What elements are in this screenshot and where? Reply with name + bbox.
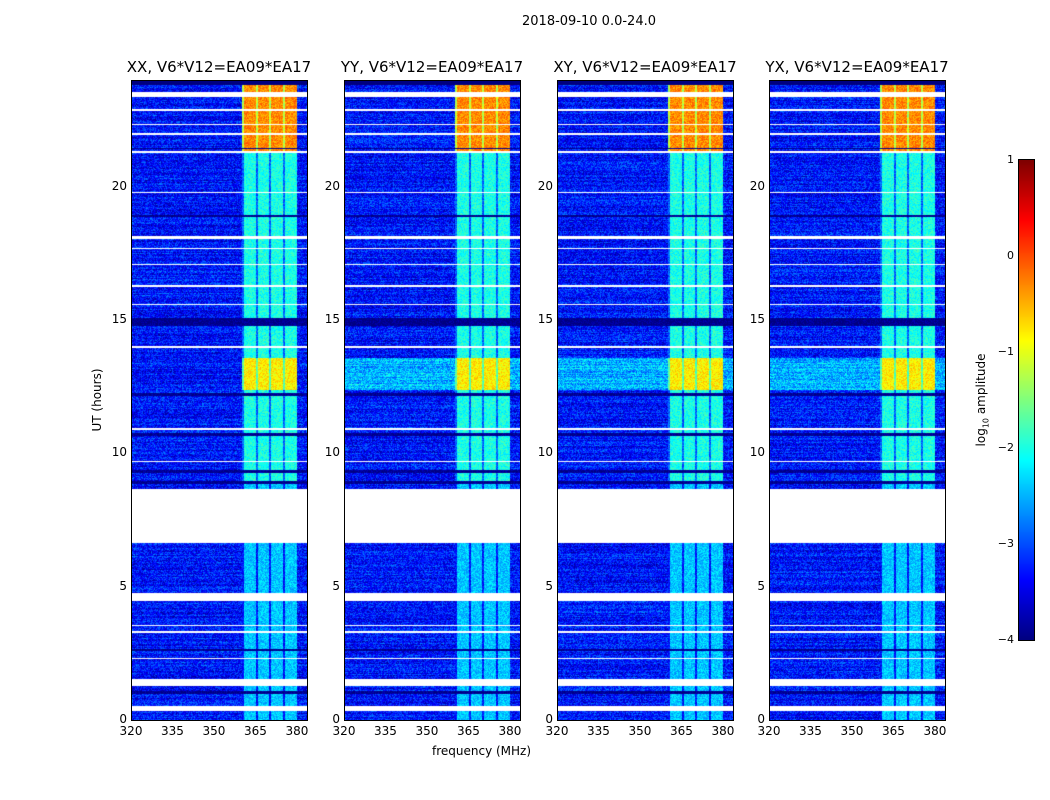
colorbar-tick-label: −3	[997, 537, 1014, 550]
x-tick-label: 365	[882, 724, 905, 738]
x-tick-label: 380	[498, 724, 522, 738]
x-tick-label: 320	[119, 724, 143, 738]
heatmap-image	[558, 81, 733, 720]
x-tick-label: 335	[374, 724, 397, 738]
colorbar-tick-label: 1	[1007, 153, 1014, 166]
y-tick-label: 15	[111, 312, 127, 326]
y-tick-label: 20	[537, 178, 553, 193]
y-tick-label: 15	[749, 312, 765, 326]
x-tick-label: 365	[457, 724, 480, 738]
x-tick-label: 350	[840, 724, 864, 738]
x-tick-label: 350	[415, 724, 439, 738]
y-tick-label: 0	[119, 712, 127, 726]
y-tick-label: 0	[757, 712, 765, 726]
y-tick-label: 10	[324, 445, 340, 460]
colorbar-tick-label: −2	[997, 441, 1014, 454]
colorbar-label: log10 amplitude	[974, 353, 991, 447]
x-tick-label: 380	[923, 724, 947, 738]
x-tick-label: 335	[799, 724, 822, 738]
x-tick-label: 350	[202, 724, 226, 738]
y-tick-label: 5	[757, 578, 765, 593]
x-axis-label: frequency (MHz)	[432, 744, 532, 758]
colorbar-tick-label: −4	[997, 633, 1014, 646]
colorbar-tick-label: 0	[1007, 249, 1014, 262]
x-tick-label: 380	[711, 724, 735, 738]
heatmap-image	[345, 81, 520, 720]
y-tick-label: 5	[545, 578, 553, 593]
y-tick-label: 5	[332, 578, 340, 593]
panel-title: YX, V6*V12=EA09*EA17	[765, 58, 949, 76]
figure-title: 2018-09-10 0.0-24.0	[522, 14, 656, 29]
x-tick-label: 335	[161, 724, 184, 738]
x-tick-label: 380	[285, 724, 309, 738]
panel-title: YY, V6*V12=EA09*EA17	[340, 58, 524, 76]
panel-title: XX, V6*V12=EA09*EA17	[126, 58, 312, 76]
x-tick-label: 320	[332, 724, 356, 738]
heatmap-image	[132, 81, 307, 720]
colorbar-gradient	[1019, 160, 1034, 640]
heatmap-panel-2	[344, 80, 521, 721]
x-tick-label: 335	[587, 724, 610, 738]
heatmap-panel-3	[557, 80, 734, 721]
y-tick-label: 0	[545, 712, 553, 726]
panel-title: XY, V6*V12=EA09*EA17	[553, 58, 737, 76]
x-tick-label: 365	[670, 724, 693, 738]
x-tick-label: 320	[545, 724, 569, 738]
y-tick-label: 10	[111, 445, 127, 460]
heatmap-panel-4	[769, 80, 946, 721]
y-tick-label: 20	[111, 178, 127, 193]
y-tick-label: 15	[324, 312, 340, 326]
colorbar-tick-label: −1	[997, 345, 1014, 358]
y-axis-label: UT (hours)	[90, 368, 104, 432]
heatmap-image	[770, 81, 945, 720]
y-tick-label: 20	[324, 178, 340, 193]
y-tick-label: 0	[332, 712, 340, 726]
y-tick-label: 15	[537, 312, 553, 326]
y-tick-label: 5	[119, 578, 127, 593]
colorbar	[1018, 159, 1035, 641]
heatmap-panel-1	[131, 80, 308, 721]
x-tick-label: 320	[757, 724, 781, 738]
y-tick-label: 10	[749, 445, 765, 460]
y-tick-label: 10	[537, 445, 553, 460]
x-tick-label: 365	[244, 724, 267, 738]
y-tick-label: 20	[749, 178, 765, 193]
x-tick-label: 350	[628, 724, 652, 738]
